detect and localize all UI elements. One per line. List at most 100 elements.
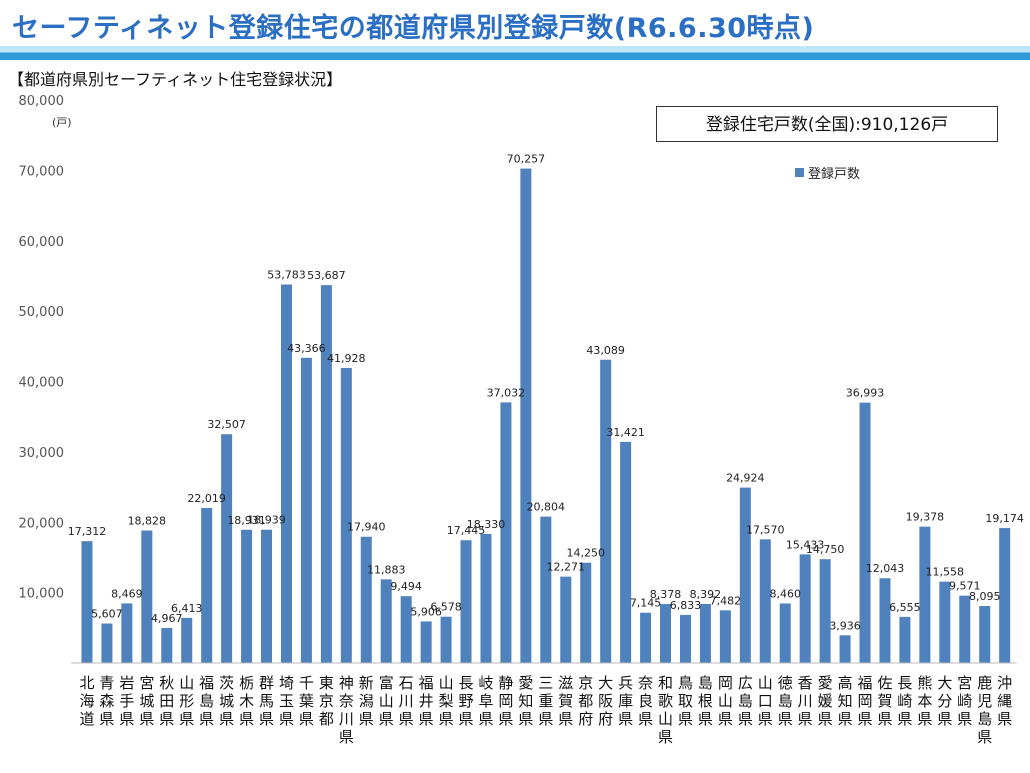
y-tick-label: 50,000 — [19, 305, 65, 320]
bar — [201, 508, 213, 663]
data-label: 20,804 — [527, 501, 566, 514]
data-label: 6,413 — [171, 602, 203, 615]
data-label: 24,924 — [726, 472, 765, 485]
category-label: 宮城県 — [139, 674, 154, 728]
data-label: 15,433 — [786, 538, 825, 551]
data-label: 17,570 — [746, 523, 785, 536]
bar — [280, 284, 292, 663]
category-label: 鳥取県 — [678, 674, 693, 728]
bar — [640, 612, 652, 663]
bar — [380, 579, 392, 663]
title-bar: セーフティネット登録住宅の都道府県別登録戸数(R6.6.30時点) — [0, 0, 1030, 62]
bar — [879, 578, 891, 663]
data-label: 17,312 — [68, 525, 107, 538]
y-tick-label: 10,000 — [19, 587, 65, 602]
data-label: 53,783 — [267, 269, 306, 282]
category-label: 熊本県 — [917, 674, 932, 728]
bar — [360, 536, 372, 663]
bar — [340, 367, 352, 663]
data-label: 8,460 — [769, 587, 801, 600]
chart-title: 【都道府県別セーフティネット住宅登録状況】 — [8, 70, 343, 89]
legend: 登録戸数 — [795, 167, 860, 182]
data-label: 14,250 — [566, 547, 605, 560]
data-label: 6,833 — [670, 599, 702, 612]
category-label: 福井県 — [419, 674, 434, 728]
bar — [779, 603, 791, 663]
data-label: 11,558 — [926, 566, 965, 579]
category-label: 佐賀県 — [877, 674, 892, 728]
data-label: 12,271 — [547, 561, 586, 574]
bar — [899, 616, 911, 663]
category-label: 宮崎県 — [957, 674, 972, 728]
category-label: 群馬県 — [259, 674, 274, 728]
bar — [400, 596, 412, 663]
category-label: 秋田県 — [159, 674, 174, 728]
bar — [660, 604, 672, 663]
category-label: 愛知県 — [518, 674, 533, 728]
bar — [839, 635, 851, 663]
total-summary-box: 登録住宅戸数(全国):910,126戸 — [656, 106, 998, 142]
category-label: 東京都 — [319, 674, 334, 728]
bar — [939, 581, 951, 663]
category-label: 長崎県 — [897, 674, 912, 728]
category-label: 高知県 — [838, 674, 853, 728]
bar — [759, 539, 771, 663]
category-label: 栃木県 — [239, 674, 254, 728]
data-label: 22,019 — [187, 492, 226, 505]
legend-label: 登録戸数 — [808, 167, 860, 182]
data-label: 32,507 — [207, 418, 246, 431]
data-label: 17,940 — [347, 521, 386, 534]
bar — [979, 606, 991, 663]
category-label: 沖縄県 — [997, 674, 1012, 728]
data-label: 43,089 — [586, 344, 625, 357]
data-label: 9,494 — [390, 580, 422, 593]
category-label: 岩手県 — [119, 674, 134, 728]
bar — [480, 534, 492, 663]
data-label: 8,378 — [650, 588, 682, 601]
bar — [181, 617, 193, 663]
category-label: 愛媛県 — [818, 674, 833, 728]
data-label: 4,967 — [151, 612, 183, 625]
category-label: 福島県 — [199, 674, 214, 728]
bar — [141, 530, 153, 663]
bar — [859, 402, 871, 663]
bar — [121, 603, 133, 663]
category-label: 石川県 — [399, 674, 414, 728]
bar — [81, 541, 93, 663]
data-label: 70,257 — [507, 153, 546, 166]
category-label: 鹿児島県 — [977, 674, 992, 746]
data-label: 7,145 — [630, 597, 662, 610]
bar — [460, 540, 472, 663]
bars — [81, 168, 1011, 664]
data-label: 12,043 — [866, 562, 905, 575]
category-label: 岐阜県 — [478, 674, 493, 728]
y-tick-label: 30,000 — [19, 446, 65, 461]
category-label: 長野県 — [459, 674, 474, 728]
category-label: 和歌山県 — [658, 674, 673, 746]
data-label: 17,445 — [447, 524, 486, 537]
bar — [261, 529, 273, 663]
bar — [600, 359, 612, 663]
category-label: 静岡県 — [498, 674, 513, 728]
data-label: 8,095 — [969, 590, 1001, 603]
category-label: 香川県 — [798, 674, 813, 728]
data-label: 5,906 — [410, 605, 442, 618]
data-label: 19,174 — [985, 512, 1024, 525]
category-label: 福岡県 — [858, 674, 873, 728]
y-tick-label: 60,000 — [19, 235, 65, 250]
category-label: 千葉県 — [299, 674, 314, 728]
legend-swatch — [795, 168, 804, 177]
category-label: 富山県 — [379, 674, 394, 728]
y-tick-label: 40,000 — [19, 376, 65, 391]
bar — [101, 623, 113, 663]
data-label: 14,750 — [806, 543, 845, 556]
bar — [620, 441, 632, 663]
category-label: 徳島県 — [778, 674, 793, 728]
bar — [221, 434, 233, 663]
category-labels: 北海道青森県岩手県宮城県秋田県山形県福島県茨城県栃木県群馬県埼玉県千葉県東京都神… — [79, 674, 1012, 746]
data-label: 7,482 — [710, 594, 742, 607]
data-label: 11,883 — [367, 563, 406, 576]
data-label: 53,687 — [307, 269, 346, 282]
y-tick-label: 20,000 — [19, 516, 65, 531]
